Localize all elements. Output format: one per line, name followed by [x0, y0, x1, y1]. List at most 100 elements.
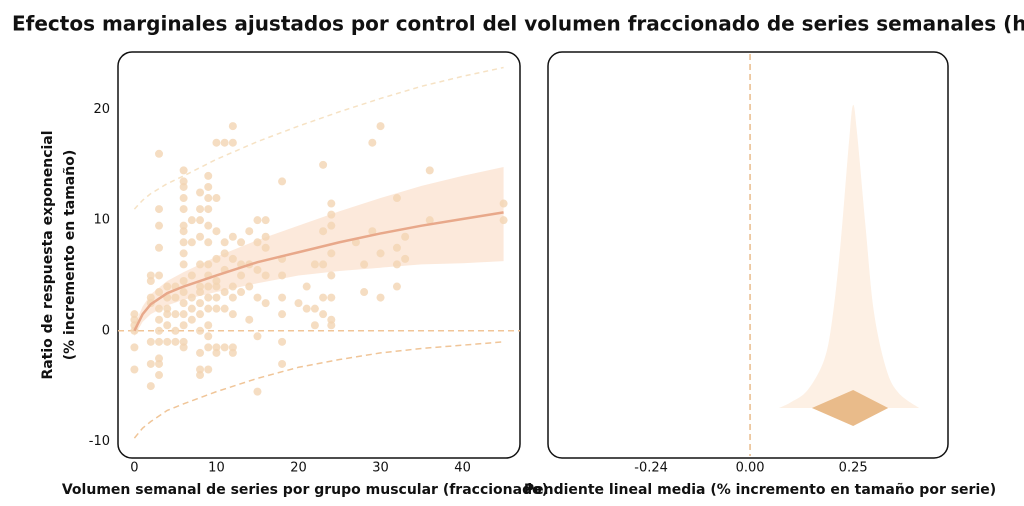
data-point [179, 337, 188, 346]
data-point [204, 221, 213, 230]
data-point [228, 348, 237, 357]
data-point [187, 315, 196, 324]
data-point [187, 293, 196, 302]
data-point [130, 310, 139, 319]
data-point [155, 337, 164, 346]
data-point [401, 232, 410, 241]
data-point [245, 282, 254, 291]
x-tick-label: -0.24 [634, 461, 668, 476]
data-point [392, 260, 401, 269]
data-point [220, 138, 229, 147]
data-point [187, 271, 196, 280]
density [778, 104, 920, 409]
data-point [319, 293, 328, 302]
data-point [376, 122, 385, 131]
data-point [212, 343, 221, 352]
data-point [179, 166, 188, 175]
data-point [155, 243, 164, 252]
data-point [253, 265, 262, 274]
data-point [212, 194, 221, 203]
data-point [212, 276, 221, 285]
data-point [425, 166, 434, 175]
data-point [155, 221, 164, 230]
data-point [327, 315, 336, 324]
data-point [310, 260, 319, 269]
data-point [204, 182, 213, 191]
data-point [401, 254, 410, 263]
y-tick-label: 0 [102, 323, 110, 338]
data-point [327, 199, 336, 208]
data-point [392, 194, 401, 203]
data-point [179, 227, 188, 236]
data-point [196, 282, 205, 291]
data-point [392, 243, 401, 252]
data-point [220, 238, 229, 247]
data-point [327, 271, 336, 280]
data-point [179, 238, 188, 247]
data-point [228, 293, 237, 302]
data-point [261, 232, 270, 241]
data-point [204, 293, 213, 302]
data-point [220, 249, 229, 258]
data-point [327, 321, 336, 330]
data-point [278, 293, 287, 302]
y-tick-label: 10 [93, 213, 110, 228]
data-point [237, 238, 246, 247]
data-point [163, 321, 172, 330]
y-tick-label: 20 [93, 102, 110, 117]
data-point [228, 138, 237, 147]
data-point [228, 343, 237, 352]
data-point [179, 310, 188, 319]
fit-line [133, 211, 504, 332]
data-point [204, 304, 213, 313]
data-point [171, 326, 180, 335]
data-point [212, 304, 221, 313]
data-point [146, 271, 155, 280]
data-point [278, 271, 287, 280]
data-point [196, 310, 205, 319]
data-point [319, 160, 328, 169]
data-point [146, 293, 155, 302]
data-point [196, 299, 205, 308]
x-tick-label: 0 [130, 461, 138, 476]
data-point [179, 276, 188, 285]
data-point [187, 304, 196, 313]
data-point [425, 216, 434, 225]
data-point [327, 249, 336, 258]
figure-title: Efectos marginales ajustados por control… [12, 12, 1024, 36]
data-point [319, 310, 328, 319]
data-point [237, 271, 246, 280]
data-point [155, 304, 164, 313]
data-point [187, 238, 196, 247]
data-point [261, 299, 270, 308]
data-point [220, 343, 229, 352]
data-point [204, 194, 213, 203]
data-point [204, 238, 213, 247]
data-point [212, 282, 221, 291]
data-point [179, 260, 188, 269]
data-point [204, 282, 213, 291]
data-point [204, 171, 213, 180]
data-point [392, 282, 401, 291]
interval-diamond [811, 390, 889, 426]
data-point [155, 359, 164, 368]
data-point [319, 227, 328, 236]
data-point [130, 365, 139, 374]
data-point [179, 249, 188, 258]
data-point [253, 238, 262, 247]
x-tick-label: 10 [208, 461, 225, 476]
data-point [163, 304, 172, 313]
data-point [155, 326, 164, 335]
data-point [187, 216, 196, 225]
data-point [499, 216, 508, 225]
data-point [245, 315, 254, 324]
data-point [179, 288, 188, 297]
data-point [155, 354, 164, 363]
data-point [146, 382, 155, 391]
data-point [163, 337, 172, 346]
data-point [171, 310, 180, 319]
data-point [155, 315, 164, 324]
data-point [179, 177, 188, 186]
data-point [163, 310, 172, 319]
